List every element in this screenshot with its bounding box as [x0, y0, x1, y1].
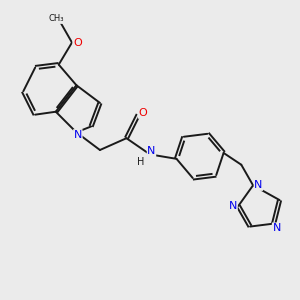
Text: CH₃: CH₃: [48, 14, 64, 23]
Text: O: O: [138, 108, 147, 118]
Text: O: O: [73, 38, 82, 47]
Text: N: N: [272, 223, 281, 233]
Text: N: N: [254, 180, 262, 190]
Text: N: N: [74, 130, 82, 140]
Text: H: H: [137, 157, 145, 167]
Text: N: N: [147, 146, 156, 157]
Text: N: N: [229, 201, 237, 211]
